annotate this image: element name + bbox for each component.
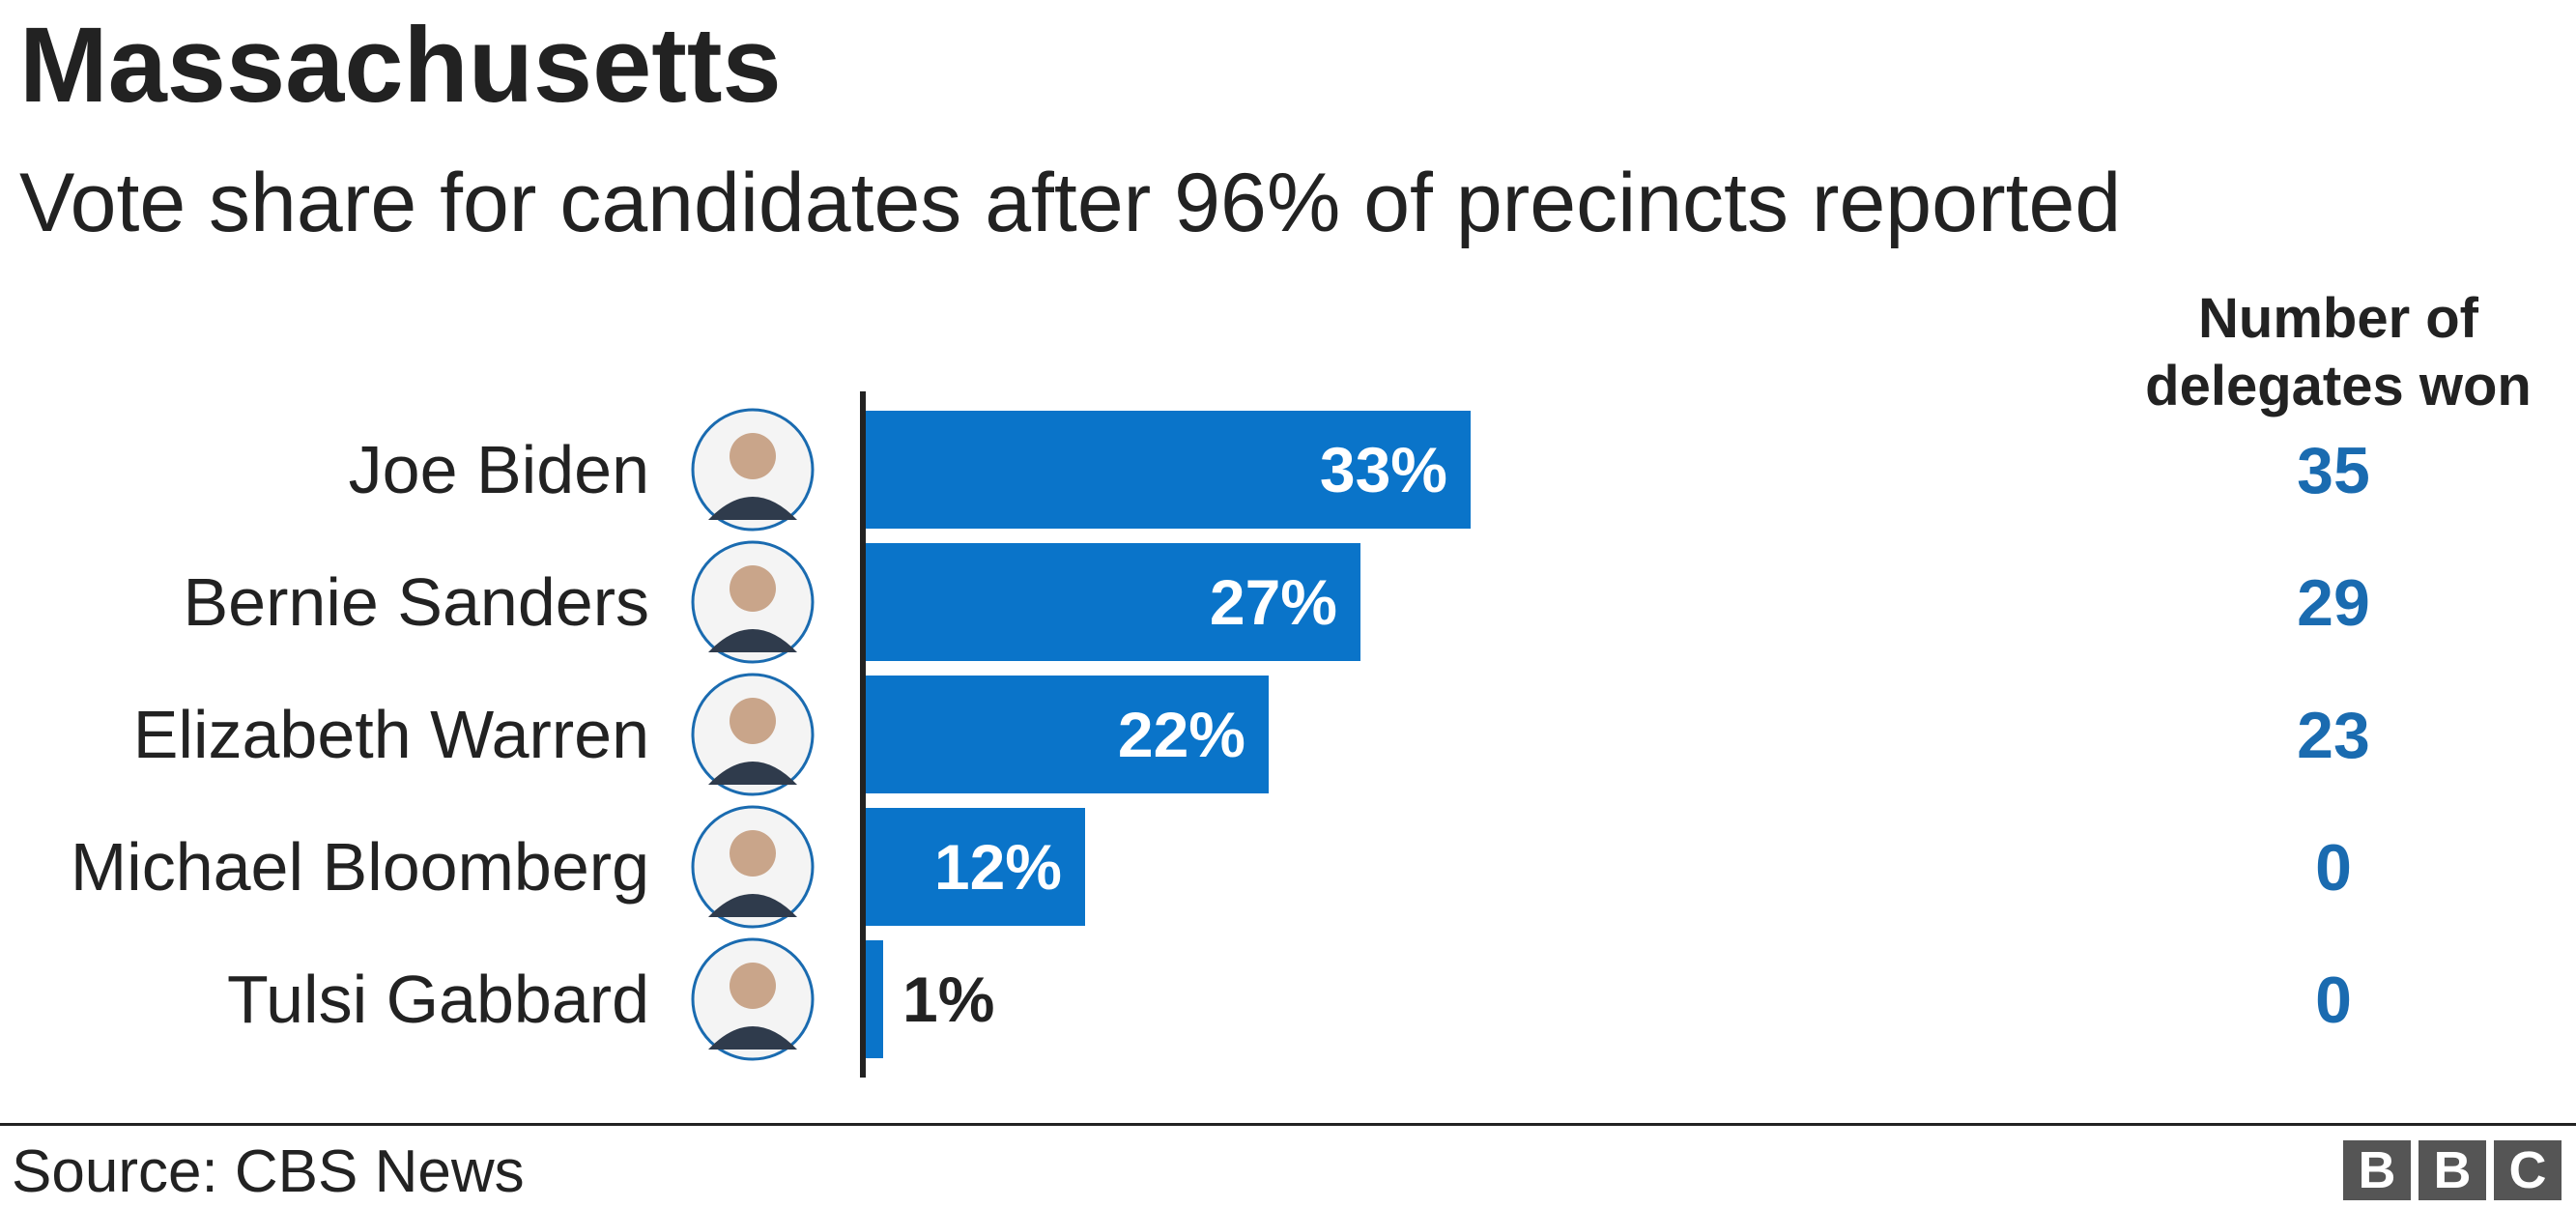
value-label-michael-bloomberg: 12%: [934, 831, 1062, 903]
footer-divider: [0, 1123, 2576, 1126]
portrait-bernie-sanders-icon: [691, 540, 815, 664]
delegates-column-header: Number of delegates won: [2145, 287, 2532, 417]
portrait-head: [730, 433, 776, 479]
candidate-label-joe-biden: Joe Biden: [349, 432, 649, 507]
bbc-logo: B B C: [2343, 1140, 2562, 1200]
bar-elizabeth-warren: [865, 676, 1269, 793]
delegates-count-joe-biden: 35: [2297, 434, 2370, 507]
delegates-count-elizabeth-warren: 23: [2297, 699, 2370, 772]
candidate-label-tulsi-gabbard: Tulsi Gabbard: [227, 962, 649, 1037]
bar-joe-biden: [865, 411, 1471, 529]
portrait-elizabeth-warren-icon: [691, 673, 815, 796]
portrait-joe-biden-icon: [691, 408, 815, 532]
bbc-logo-letter-3: C: [2494, 1140, 2562, 1200]
candidate-label-elizabeth-warren: Elizabeth Warren: [133, 697, 649, 772]
bar-michael-bloomberg: [865, 808, 1085, 926]
bar-tulsi-gabbard: [865, 940, 883, 1058]
chart-title: Massachusetts: [19, 6, 782, 125]
candidate-label-bernie-sanders: Bernie Sanders: [183, 564, 649, 640]
value-label-tulsi-gabbard: 1%: [902, 964, 994, 1035]
portrait-head: [730, 698, 776, 744]
portrait-shoulders: [708, 762, 797, 785]
value-label-elizabeth-warren: 22%: [1118, 699, 1245, 770]
delegates-count-bernie-sanders: 29: [2297, 566, 2370, 640]
source-note: Source: CBS News: [12, 1138, 525, 1205]
portrait-head: [730, 830, 776, 877]
delegates-count-tulsi-gabbard: 0: [2315, 964, 2352, 1037]
portrait-michael-bloomberg-icon: [691, 805, 815, 929]
chart-subtitle: Vote share for candidates after 96% of p…: [19, 157, 2122, 249]
delegates-count-michael-bloomberg: 0: [2315, 831, 2352, 905]
portrait-shoulders: [708, 894, 797, 917]
portrait-shoulders: [708, 497, 797, 520]
bar-bernie-sanders: [865, 543, 1360, 661]
vote-share-bar-chart: Joe Biden 33% 35 Bernie Sanders 27% 29 Elizabe…: [71, 391, 2370, 1078]
value-label-joe-biden: 33%: [1320, 434, 1447, 505]
bbc-logo-letter-1: B: [2343, 1140, 2411, 1200]
portrait-head: [730, 565, 776, 612]
portrait-tulsi-gabbard-icon: [691, 937, 815, 1061]
portrait-head: [730, 963, 776, 1009]
bbc-logo-letter-2: B: [2419, 1140, 2486, 1200]
value-label-bernie-sanders: 27%: [1210, 566, 1337, 638]
portrait-shoulders: [708, 1026, 797, 1050]
candidate-label-michael-bloomberg: Michael Bloomberg: [71, 829, 649, 905]
portrait-shoulders: [708, 629, 797, 652]
